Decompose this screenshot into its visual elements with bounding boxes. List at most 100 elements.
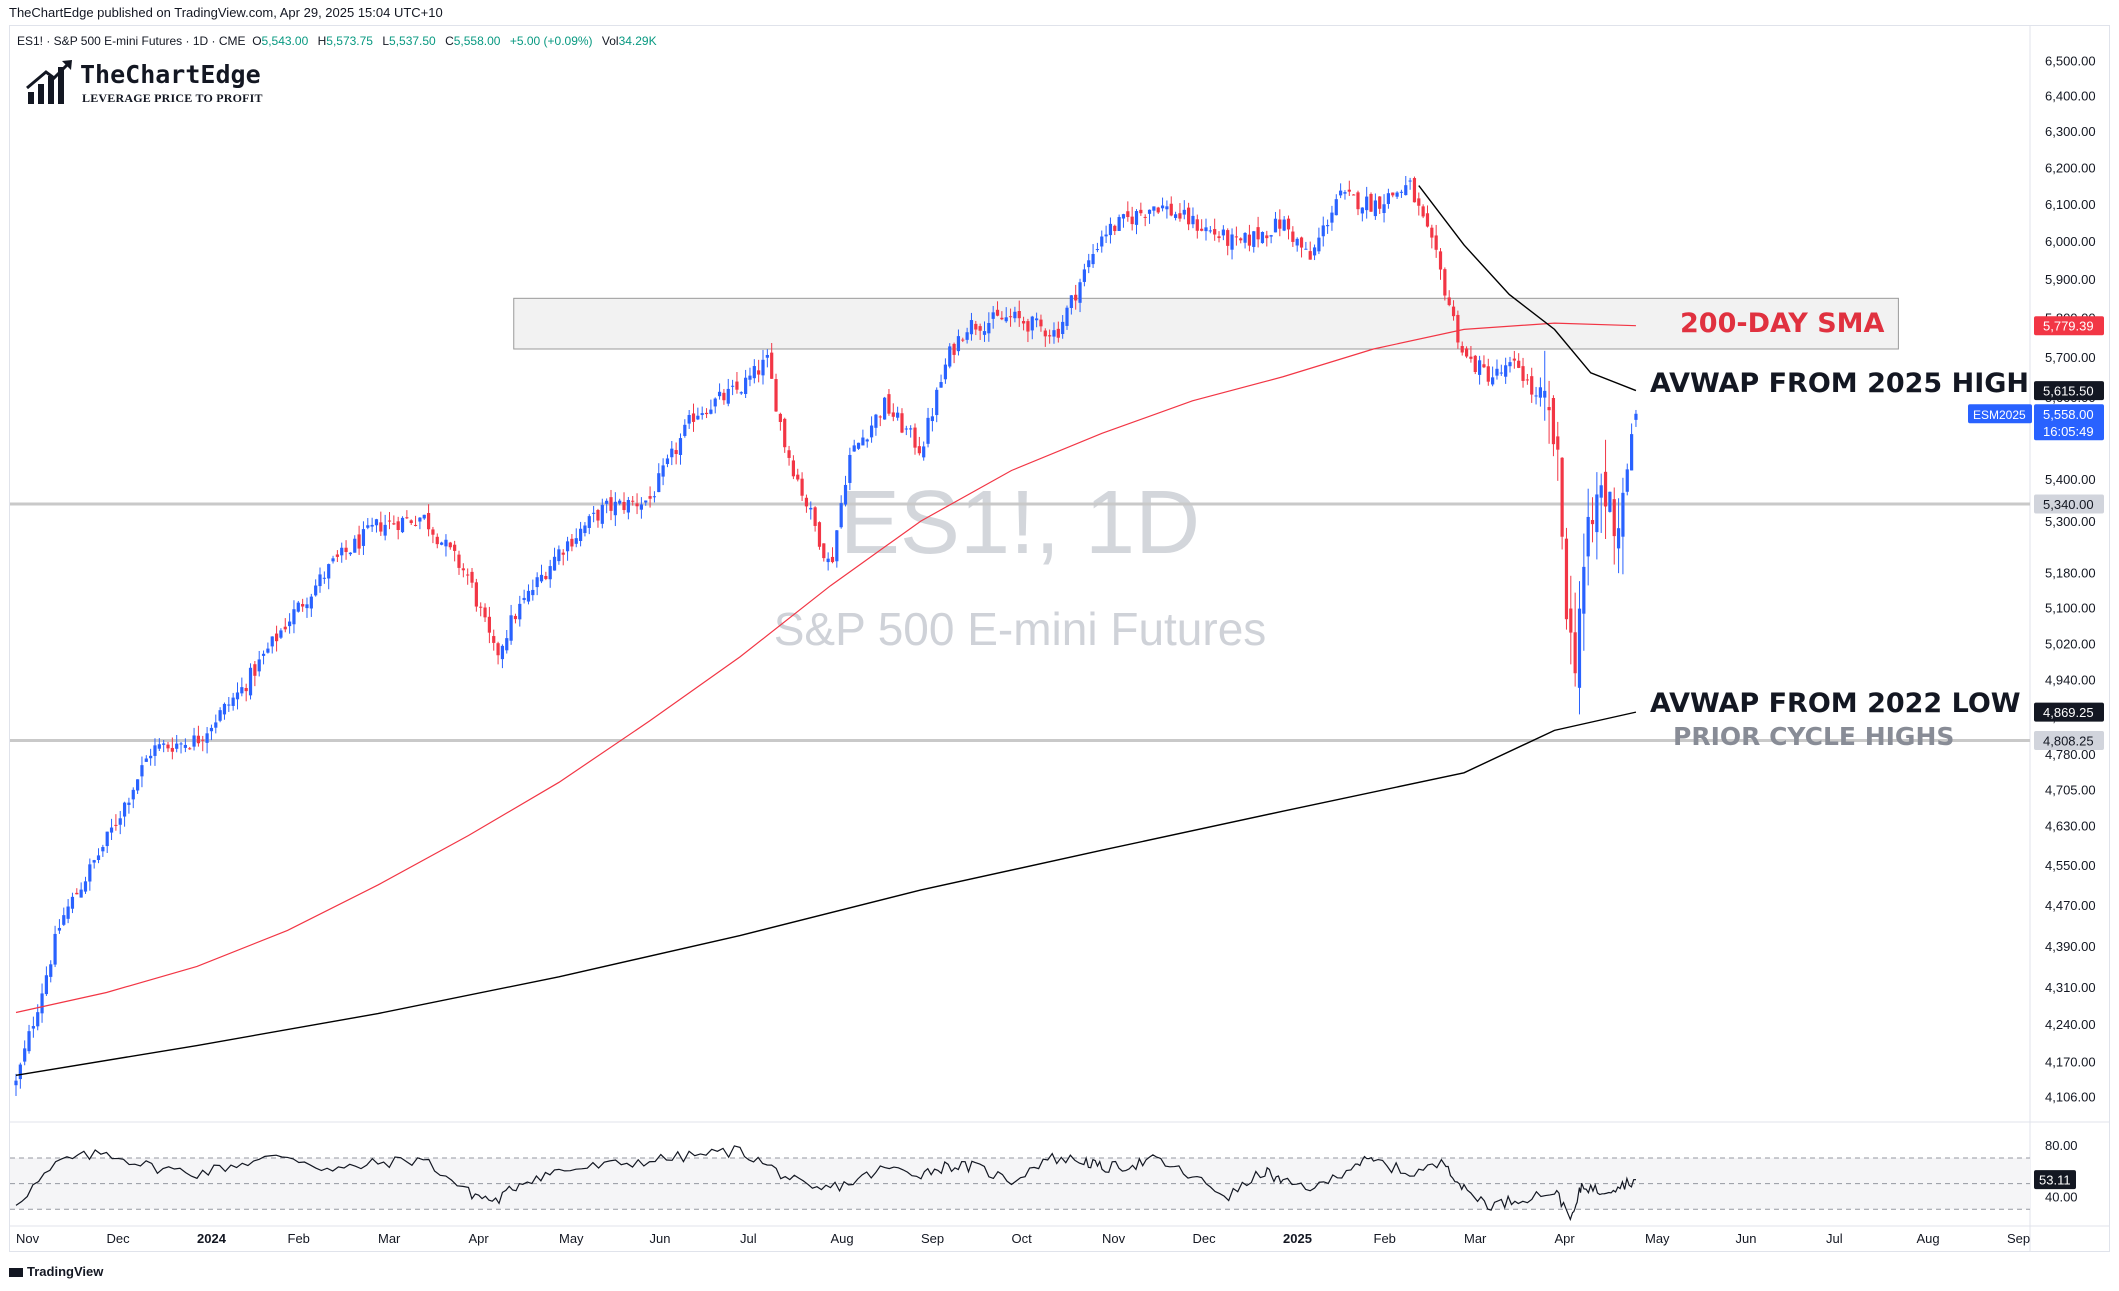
candle-body — [257, 659, 261, 672]
candle-body — [1169, 203, 1173, 216]
candle-body — [574, 538, 578, 544]
candle-body — [757, 370, 761, 375]
candle-body — [157, 744, 161, 749]
x-tick-label: Aug — [831, 1231, 854, 1246]
candle-body — [1139, 209, 1143, 214]
candle-body — [861, 437, 865, 446]
candle-body — [353, 538, 357, 553]
symbol-watermark: ES1!, 1D — [839, 473, 1201, 573]
candle-body — [1043, 330, 1047, 337]
candle-body — [1021, 321, 1026, 324]
candle-body — [409, 520, 413, 524]
candle-body — [387, 520, 392, 522]
candle-body — [856, 442, 861, 449]
candle-body — [796, 474, 800, 480]
candle-body — [1360, 207, 1364, 214]
candle-body — [1152, 206, 1156, 211]
candle-body — [1343, 192, 1347, 194]
candle-body — [717, 391, 722, 397]
price-badge — [2034, 381, 2104, 401]
y-tick-label: 4,705.00 — [2045, 783, 2096, 798]
candle-body — [943, 364, 948, 380]
candle-body — [1282, 219, 1286, 231]
candle-body — [1460, 346, 1464, 353]
candle-body — [1425, 213, 1430, 227]
series-line-sma — [15, 322, 1636, 1014]
candle-body — [1599, 485, 1603, 498]
candle-body — [36, 1012, 40, 1027]
candle-body — [869, 425, 874, 438]
candle-body — [487, 616, 491, 633]
candle-body — [1534, 395, 1538, 397]
candle-body — [500, 645, 505, 660]
candle-body — [922, 446, 926, 458]
x-tick-label: Aug — [1917, 1231, 1940, 1246]
candle-body — [70, 896, 75, 909]
x-tick-label: Mar — [378, 1231, 401, 1246]
y-tick-label: 6,500.00 — [2045, 54, 2096, 69]
candle-body — [461, 568, 465, 571]
candle-body — [1178, 213, 1182, 219]
candle-body — [1556, 436, 1560, 450]
candle-body — [578, 528, 583, 542]
candle-body — [1126, 211, 1130, 218]
candle-body — [1504, 365, 1508, 377]
candle-body — [1525, 379, 1529, 381]
chart-frame — [9, 25, 2110, 1252]
y-tick-label: 5,100.00 — [2045, 601, 2096, 616]
candle-body — [1317, 237, 1321, 252]
candle-body — [248, 667, 253, 696]
candle-body — [40, 993, 44, 1014]
candle-body — [235, 692, 240, 700]
candle-body — [1499, 372, 1503, 374]
candle-body — [1008, 316, 1013, 318]
candle-body — [79, 889, 83, 898]
prior-cycle-annotation: PRIOR CYCLE HIGHS — [1673, 722, 1955, 751]
candle-body — [709, 409, 713, 414]
price-badge-label: 4,808.25 — [2043, 734, 2094, 749]
candle-body — [1339, 190, 1343, 196]
candle-body — [214, 722, 218, 728]
candle-body — [1569, 608, 1573, 633]
resistance-zone — [513, 297, 1899, 350]
candle-body — [1456, 314, 1460, 343]
candle-body — [1404, 185, 1408, 196]
candle-body — [105, 831, 109, 847]
candle-body — [1134, 211, 1139, 225]
candle-body — [865, 439, 869, 442]
candle-body — [1412, 178, 1417, 203]
candle-body — [1247, 234, 1252, 246]
x-tick-label: Mar — [1464, 1231, 1487, 1246]
candle-body — [626, 499, 630, 513]
rsi-tick-label: 80.00 — [2045, 1138, 2078, 1153]
candle-body — [978, 326, 982, 331]
rsi-value-label: 53.11 — [2039, 1173, 2071, 1188]
y-tick-label: 4,940.00 — [2045, 673, 2096, 688]
change-value: +5.00 (+0.09%) — [509, 34, 593, 48]
candle-body — [396, 521, 400, 531]
x-tick-label: Jun — [650, 1231, 671, 1246]
candle-body — [1061, 321, 1065, 335]
candle-body — [722, 392, 726, 401]
sma-annotation: 200-DAY SMA — [1680, 308, 1885, 339]
candle-body — [1430, 227, 1434, 238]
candle-body — [1352, 194, 1356, 196]
x-tick-label: Feb — [1374, 1231, 1396, 1246]
candle-body — [305, 604, 309, 609]
candle-body — [435, 536, 439, 545]
candle-body — [431, 529, 435, 535]
open-value: 5,543.00 — [261, 34, 309, 48]
candle-body — [1213, 229, 1217, 235]
candle-body — [1491, 377, 1495, 385]
candle-body — [270, 636, 274, 647]
candle-body — [1577, 608, 1582, 688]
candle-body — [691, 413, 696, 422]
price-badge — [2034, 702, 2104, 722]
rsi-line — [15, 1145, 1636, 1222]
candle-body — [848, 454, 852, 483]
x-tick-label: Nov — [1102, 1231, 1126, 1246]
candle-body — [878, 416, 882, 418]
candle-body — [370, 524, 374, 527]
candle-body — [704, 412, 709, 415]
